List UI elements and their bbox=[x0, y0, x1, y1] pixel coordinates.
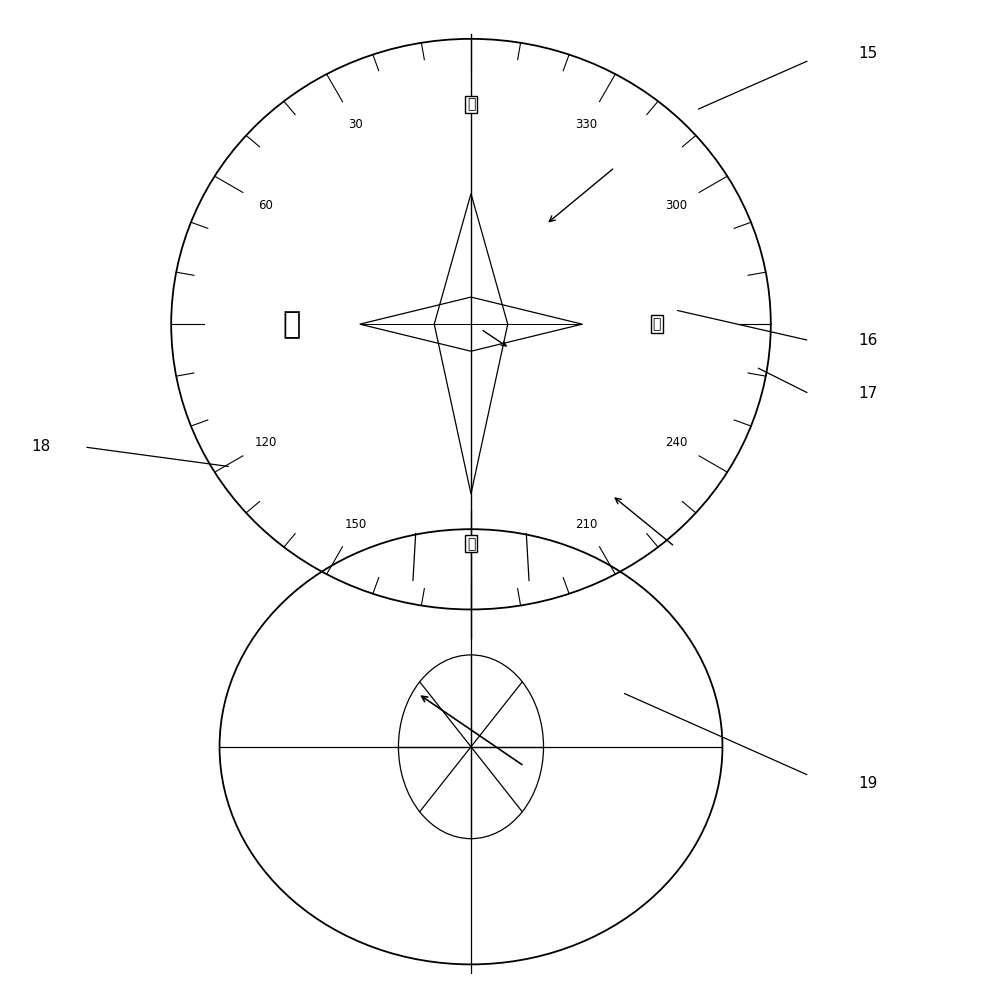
Text: 300: 300 bbox=[665, 199, 687, 212]
Text: 210: 210 bbox=[575, 518, 598, 531]
Text: 240: 240 bbox=[665, 436, 687, 449]
Text: 东: 东 bbox=[282, 310, 300, 338]
Text: 120: 120 bbox=[255, 436, 277, 449]
Text: 16: 16 bbox=[858, 334, 877, 348]
Text: 17: 17 bbox=[858, 387, 877, 401]
Text: 19: 19 bbox=[858, 776, 877, 791]
Text: 18: 18 bbox=[31, 439, 50, 454]
Text: 30: 30 bbox=[348, 118, 363, 130]
Text: 150: 150 bbox=[344, 518, 367, 531]
Text: 北: 北 bbox=[467, 97, 475, 112]
Text: 南: 南 bbox=[467, 537, 475, 551]
Text: 60: 60 bbox=[258, 199, 273, 212]
Text: 330: 330 bbox=[575, 118, 598, 130]
Text: 西: 西 bbox=[653, 317, 661, 332]
Text: 15: 15 bbox=[858, 46, 877, 61]
